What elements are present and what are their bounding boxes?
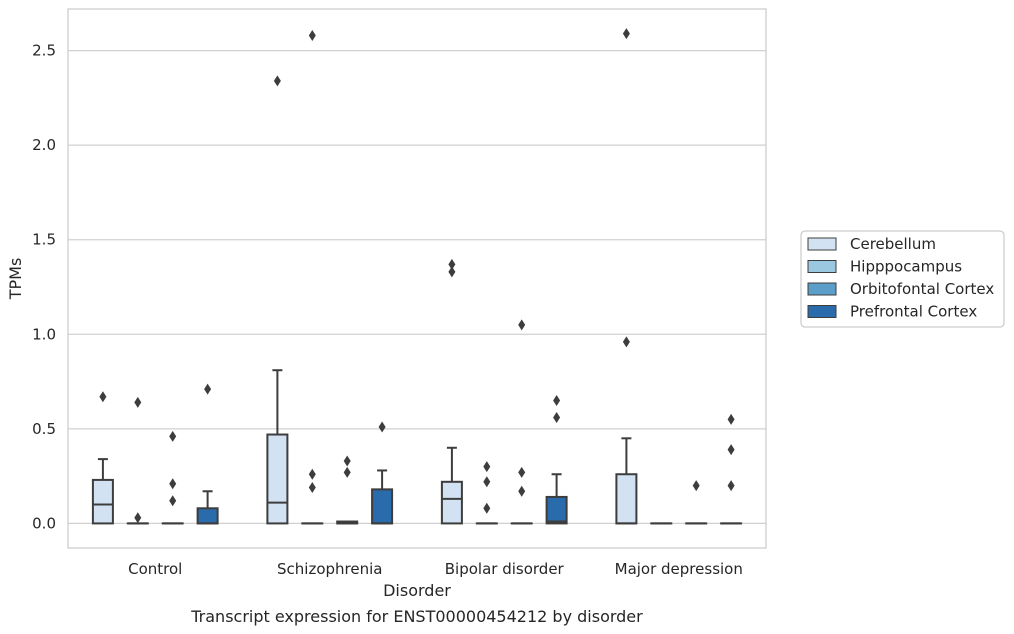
box-prefrontal-cortex — [196, 490, 219, 525]
box-body — [545, 495, 568, 525]
x-tick-label: Major depression — [615, 560, 743, 578]
box-body — [196, 507, 219, 525]
outlier-point — [343, 466, 351, 478]
legend: Cerebellum Hipppocampus Orbitofontal Corte… — [800, 230, 1005, 328]
boxes-layer — [91, 369, 743, 525]
box-body — [615, 473, 638, 525]
box-body — [371, 488, 394, 525]
legend-swatch — [807, 237, 837, 251]
outlier-point — [134, 512, 142, 524]
outlier-point — [518, 485, 526, 497]
y-tick-label: 0.5 — [32, 420, 56, 438]
outlier-point — [378, 421, 386, 433]
legend-label: Orbitofontal Cortex — [850, 280, 994, 298]
outlier-point — [169, 478, 177, 490]
box-cerebellum — [91, 458, 114, 525]
y-tick-label: 1.0 — [32, 325, 56, 343]
y-axis-title: TPMs — [6, 258, 25, 301]
outlier-point — [343, 455, 351, 467]
legend-label: Cerebellum — [850, 235, 936, 253]
outlier-point — [308, 29, 316, 41]
outlier-point — [308, 481, 316, 493]
outlier-point — [483, 461, 491, 473]
grid-lines — [68, 49, 766, 525]
y-tick-label: 2.5 — [32, 42, 56, 60]
legend-swatch — [807, 282, 837, 296]
y-tick-label: 0.0 — [32, 514, 56, 532]
outlier-point — [169, 495, 177, 507]
outlier-point — [204, 383, 212, 395]
outliers-layer — [99, 28, 735, 524]
figure-caption: Transcript expression for ENST0000045421… — [190, 607, 643, 626]
outlier-point — [622, 28, 630, 40]
outlier-point — [483, 502, 491, 514]
outlier-point — [553, 412, 561, 424]
outlier-point — [553, 394, 561, 406]
outlier-point — [518, 466, 526, 478]
outlier-point — [727, 444, 735, 456]
outlier-point — [273, 75, 281, 87]
box-body — [440, 480, 463, 525]
x-tick-label: Schizophrenia — [277, 560, 382, 578]
outlier-point — [518, 319, 526, 331]
outlier-point — [99, 391, 107, 403]
outlier-point — [622, 336, 630, 348]
legend-label: Prefrontal Cortex — [850, 303, 977, 321]
y-tick-label: 2.0 — [32, 136, 56, 154]
x-axis-title: Disorder — [383, 581, 451, 600]
box-cerebellum — [266, 369, 289, 525]
outlier-point — [483, 476, 491, 488]
box-body — [91, 478, 114, 525]
x-tick-label: Control — [128, 560, 182, 578]
outlier-point — [692, 480, 700, 492]
box-prefrontal-cortex — [545, 473, 568, 525]
y-tick-label: 1.5 — [32, 231, 56, 249]
x-tick-label: Bipolar disorder — [445, 560, 565, 578]
y-tick-labels: 0.0 0.5 1.0 1.5 2.0 2.5 — [32, 42, 56, 533]
box-orbitofontal-cortex — [336, 520, 359, 525]
legend-frame — [800, 230, 1005, 328]
box-cerebellum — [615, 437, 638, 525]
outlier-point — [727, 480, 735, 492]
x-tick-labels: Control Schizophrenia Bipolar disorder Majo… — [128, 560, 743, 578]
legend-swatch — [807, 260, 837, 273]
outlier-point — [308, 468, 316, 480]
outlier-point — [727, 413, 735, 425]
legend-label: Hipppocampus — [850, 258, 962, 276]
outlier-point — [448, 266, 456, 278]
legend-swatch — [807, 305, 837, 318]
box-cerebellum — [440, 446, 463, 525]
box-body — [266, 433, 289, 525]
outlier-point — [448, 258, 456, 270]
plot-frame — [67, 8, 767, 549]
outlier-point — [134, 396, 142, 408]
box-prefrontal-cortex — [371, 469, 394, 525]
outlier-point — [169, 430, 177, 442]
